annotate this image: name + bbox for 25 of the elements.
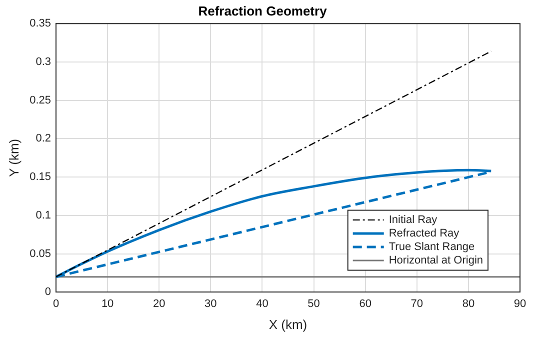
y-tick-label: 0.05 bbox=[30, 248, 52, 260]
x-tick-label: 20 bbox=[152, 298, 166, 310]
x-tick-label: 80 bbox=[462, 298, 475, 310]
y-tick-label: 0 bbox=[44, 286, 52, 298]
x-tick-label: 0 bbox=[52, 298, 60, 310]
y-tick-label: 0.15 bbox=[30, 171, 52, 184]
x-tick-label: 70 bbox=[410, 298, 424, 310]
x-tick-label: 90 bbox=[514, 298, 526, 310]
y-tick-label: 0.1 bbox=[36, 209, 52, 222]
legend-label: Horizontal at Origin bbox=[388, 254, 484, 266]
legend-label: Initial Ray bbox=[388, 214, 438, 226]
x-tick-label: 10 bbox=[101, 298, 114, 310]
legend-label: True Slant Range bbox=[388, 240, 475, 253]
x-tick-label: 30 bbox=[204, 298, 217, 310]
y-axis-title: Y (km) bbox=[6, 138, 22, 177]
legend-label: Refracted Ray bbox=[388, 227, 460, 240]
x-tick-label: 50 bbox=[308, 298, 320, 310]
x-tick-label: 60 bbox=[359, 298, 372, 310]
y-tick-label: 0.2 bbox=[36, 132, 52, 145]
x-axis-title: X (km) bbox=[268, 316, 308, 332]
y-tick-label: 0.3 bbox=[36, 56, 52, 68]
y-tick-label: 0.35 bbox=[30, 18, 52, 30]
chart-title: Refraction Geometry bbox=[198, 3, 328, 18]
x-tick-label: 40 bbox=[256, 298, 268, 310]
y-tick-label: 0.25 bbox=[30, 94, 52, 106]
